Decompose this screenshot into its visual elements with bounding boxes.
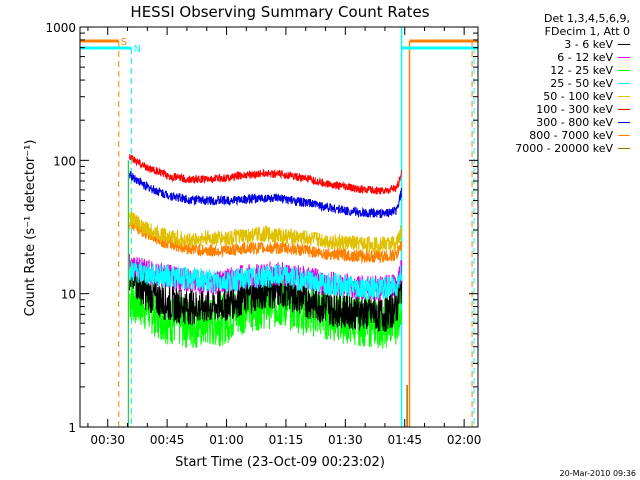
x-tick-label: 01:45: [387, 433, 422, 447]
legend-label: 300 - 800 keV: [536, 116, 613, 129]
series-line-50-100-keV: [129, 211, 403, 253]
legend-entry: 12 - 25 keV: [470, 64, 630, 77]
legend-swatch: [618, 83, 630, 84]
legend-label: 50 - 100 keV: [543, 90, 613, 103]
legend-swatch: [618, 148, 630, 149]
saa-label: S: [121, 37, 127, 48]
series-line-3-6-keV: [129, 259, 403, 332]
legend-swatch: [618, 57, 630, 58]
legend-label: 7000 - 20000 keV: [515, 142, 613, 155]
night-label: N: [133, 44, 140, 55]
legend-header-detectors: Det 1,3,4,5,6,9,: [543, 12, 630, 25]
legend-entry: 7000 - 20000 keV: [470, 142, 630, 155]
x-tick-label: 00:45: [150, 433, 185, 447]
legend-entry: 300 - 800 keV: [470, 116, 630, 129]
legend-label: 100 - 300 keV: [536, 103, 613, 116]
legend-entry: 3 - 6 keV: [470, 38, 630, 51]
y-tick-label: 1000: [45, 21, 76, 35]
x-tick-label: 01:30: [328, 433, 363, 447]
series-line-100-300-keV: [129, 153, 403, 195]
legend-swatch: [618, 122, 630, 123]
series-line-300-800-keV: [129, 170, 403, 219]
series-line-25-50-keV: [129, 260, 403, 300]
legend-swatch: [618, 70, 630, 71]
legend-header-decimation: FDecim 1, Att 0: [544, 25, 630, 38]
legend-entry: 800 - 7000 keV: [470, 129, 630, 142]
y-tick-label: 100: [53, 154, 76, 168]
legend-label: 25 - 50 keV: [550, 77, 613, 90]
legend-swatch: [618, 44, 630, 45]
legend-entry: 25 - 50 keV: [470, 77, 630, 90]
x-tick-label: 01:15: [269, 433, 304, 447]
legend-label: 6 - 12 keV: [557, 51, 613, 64]
legend-swatch: [618, 109, 630, 110]
x-axis-label: Start Time (23-Oct-09 00:23:02): [175, 455, 385, 470]
legend-label: 800 - 7000 keV: [529, 129, 613, 142]
legend-entry: 6 - 12 keV: [470, 51, 630, 64]
timestamp: 20-Mar-2010 09:36: [559, 469, 637, 478]
legend-entry: 50 - 100 keV: [470, 90, 630, 103]
legend-label: 3 - 6 keV: [564, 38, 613, 51]
x-tick-label: 01:00: [209, 433, 244, 447]
y-tick-label: 1: [68, 421, 76, 435]
y-axis-label: Count Rate (s⁻¹ detector⁻¹): [23, 140, 38, 317]
plot-frame: [79, 26, 479, 428]
legend-label: 12 - 25 keV: [550, 64, 613, 77]
legend-entry: 100 - 300 keV: [470, 103, 630, 116]
legend-swatch: [618, 96, 630, 97]
chart-title: HESSI Observing Summary Count Rates: [130, 3, 429, 21]
legend: Det 1,3,4,5,6,9, FDecim 1, Att 0 3 - 6 k…: [470, 12, 630, 155]
x-tick-label: 00:30: [90, 433, 125, 447]
series-line-800-7000-keV: [129, 219, 403, 264]
legend-swatch: [618, 135, 630, 136]
x-tick-label: 02:00: [447, 433, 482, 447]
y-tick-label: 10: [61, 288, 76, 302]
